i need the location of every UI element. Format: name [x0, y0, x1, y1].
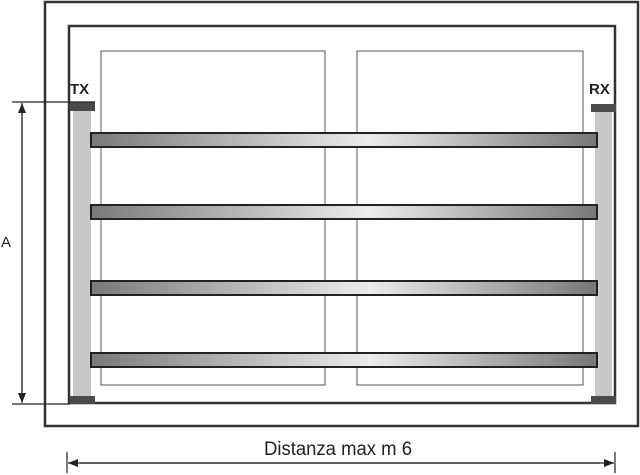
outer-wall-frame: [43, 0, 640, 428]
width-dimension-label: Distanza max m 6: [264, 439, 412, 460]
rx-top-cap: [591, 104, 616, 112]
beam-bar: [90, 352, 598, 368]
tx-bottom-cap: [70, 396, 95, 404]
beam-bar: [90, 204, 598, 220]
window-frame: [67, 24, 617, 405]
tx-top-cap: [70, 102, 95, 111]
beam-bar: [90, 280, 598, 296]
beam-bar: [90, 132, 598, 148]
height-dimension-label: A: [1, 234, 11, 251]
height-dimension: [12, 101, 95, 405]
rx-bottom-cap: [591, 396, 616, 404]
tx-label: TX: [70, 81, 89, 98]
width-dimension: [66, 452, 616, 473]
rx-post: [591, 104, 616, 404]
rx-label: RX: [589, 81, 610, 98]
tx-post: [70, 102, 95, 404]
